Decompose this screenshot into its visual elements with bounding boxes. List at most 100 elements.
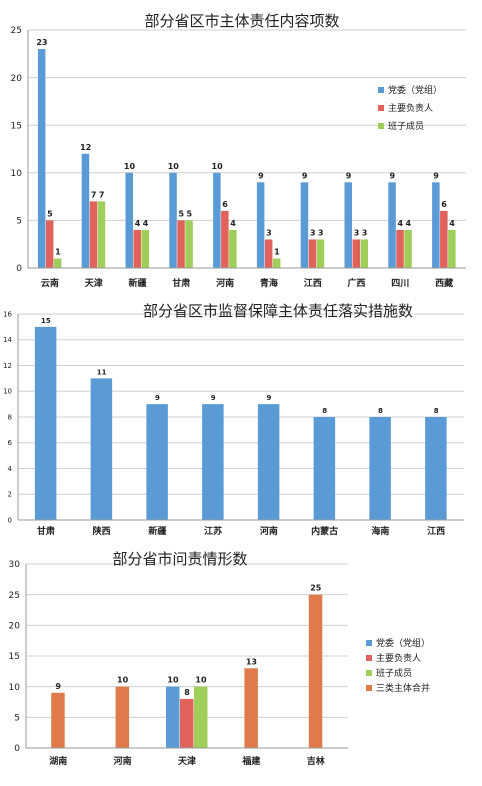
y-tick-label: 4 xyxy=(8,465,13,473)
legend-swatch xyxy=(366,655,372,661)
bar-value-label: 13 xyxy=(246,657,257,666)
bar-value-label: 8 xyxy=(434,407,439,415)
chart-panel-3: 0 5 10 15 20 25 30 部分省市问责情形数 湖南 9 河南 10 天津 10 8 10 福建 13 吉… xyxy=(0,548,482,786)
bar-value-label: 7 xyxy=(91,190,97,199)
bar-value-label: 4 xyxy=(135,219,141,228)
bar xyxy=(313,417,336,520)
bar xyxy=(180,698,194,748)
bar-value-label: 9 xyxy=(266,394,271,402)
category-label: 青海 xyxy=(260,277,278,289)
bar xyxy=(440,210,448,268)
chart-title: 部分省区市监督保障主体责任落实措施数 xyxy=(143,302,413,320)
y-tick-label: 25 xyxy=(9,591,20,601)
category-label: 四川 xyxy=(391,278,409,289)
y-tick-label: 15 xyxy=(9,652,20,662)
bar xyxy=(169,172,177,268)
chart-title: 部分省区市主体责任内容项数 xyxy=(144,12,339,30)
y-tick-label: 0 xyxy=(14,744,20,754)
bar-value-label: 4 xyxy=(398,219,404,228)
bar xyxy=(185,220,193,268)
bar xyxy=(81,153,90,268)
category-label: 新疆 xyxy=(148,525,166,537)
y-tick-label: 20 xyxy=(9,621,21,631)
category-label: 新疆 xyxy=(128,277,146,289)
chart-title: 部分省市问责情形数 xyxy=(112,550,247,568)
legend-label: 党委（党组） xyxy=(376,637,430,649)
bar xyxy=(244,668,258,748)
bar-value-label: 15 xyxy=(41,317,51,325)
bar-value-label: 3 xyxy=(354,228,360,237)
bar-value-label: 9 xyxy=(302,171,308,180)
bar xyxy=(396,229,404,268)
category-label: 湖南 xyxy=(49,755,67,767)
bar xyxy=(388,182,396,268)
bar xyxy=(166,686,180,748)
bar xyxy=(177,220,185,268)
y-tick-label: 14 xyxy=(3,336,12,344)
bar-value-label: 9 xyxy=(433,171,439,180)
bar-value-label: 5 xyxy=(187,209,193,218)
bar-value-label: 10 xyxy=(195,676,207,685)
bar xyxy=(352,239,360,268)
bar-value-label: 9 xyxy=(55,682,61,691)
bar xyxy=(202,404,224,520)
category-label: 西藏 xyxy=(435,277,453,289)
category-label: 河南 xyxy=(260,525,278,537)
bar-value-label: 1 xyxy=(274,247,280,256)
bar xyxy=(344,182,352,268)
y-tick-label: 0 xyxy=(8,516,12,524)
bar xyxy=(256,182,265,268)
category-label: 河南 xyxy=(114,755,132,767)
y-tick-label: 10 xyxy=(9,683,21,693)
bar xyxy=(308,239,317,268)
y-tick-label: 30 xyxy=(9,560,21,570)
category-label: 天津 xyxy=(85,277,103,289)
bar-value-label: 11 xyxy=(97,368,107,376)
bar xyxy=(300,182,309,268)
category-label: 云南 xyxy=(41,277,59,289)
legend-swatch xyxy=(366,685,372,691)
bar xyxy=(213,172,221,268)
bar-value-label: 1 xyxy=(55,247,61,256)
legend-label: 主要负责人 xyxy=(388,102,433,114)
bar xyxy=(34,326,57,520)
y-tick-label: 5 xyxy=(14,713,20,723)
bar xyxy=(45,220,54,268)
y-tick-label: 12 xyxy=(3,362,12,370)
y-tick-label: 5 xyxy=(16,217,22,227)
bar xyxy=(229,229,237,268)
y-tick-label: 2 xyxy=(8,491,12,499)
bar-value-label: 9 xyxy=(258,171,264,180)
bar xyxy=(146,404,168,520)
y-tick-label: 6 xyxy=(8,439,13,447)
bar-value-label: 3 xyxy=(266,228,272,237)
category-label: 甘肃 xyxy=(172,277,190,289)
chart-panel-2: 0 2 4 6 8 10 12 14 16 部分省区市监督保障主体责任落实措施数 甘肃 15 陕西 11 新… xyxy=(0,298,482,542)
bar-value-label: 3 xyxy=(310,228,316,237)
legend-label: 三类主体合并 xyxy=(376,682,430,694)
y-tick-label: 8 xyxy=(8,413,12,421)
legend-swatch xyxy=(378,87,384,93)
chart-panel-1: 0 5 10 15 20 25 部分省区市主体责任内容项数 云南 23 5 1 天津 12 7 7 新疆 10 4… xyxy=(0,0,482,292)
bar-value-label: 9 xyxy=(390,171,396,180)
bar-value-label: 3 xyxy=(362,228,368,237)
bar-value-label: 23 xyxy=(36,38,47,47)
bar-value-label: 9 xyxy=(346,171,352,180)
bar xyxy=(53,258,62,268)
bar xyxy=(115,686,130,748)
y-tick-label: 10 xyxy=(11,169,23,179)
bar-value-label: 7 xyxy=(99,190,105,199)
legend-label: 班子成员 xyxy=(388,120,424,132)
bar-value-label: 5 xyxy=(47,209,53,218)
legend-swatch xyxy=(366,670,372,676)
bar-value-label: 3 xyxy=(318,228,324,237)
bar-value-label: 6 xyxy=(222,200,228,209)
y-tick-label: 15 xyxy=(11,121,22,131)
category-label: 河南 xyxy=(216,277,234,289)
category-label: 陕西 xyxy=(93,525,111,537)
bar-value-label: 6 xyxy=(441,200,447,209)
legend-label: 党委（党组） xyxy=(388,84,442,96)
bar-value-label: 10 xyxy=(212,162,224,171)
